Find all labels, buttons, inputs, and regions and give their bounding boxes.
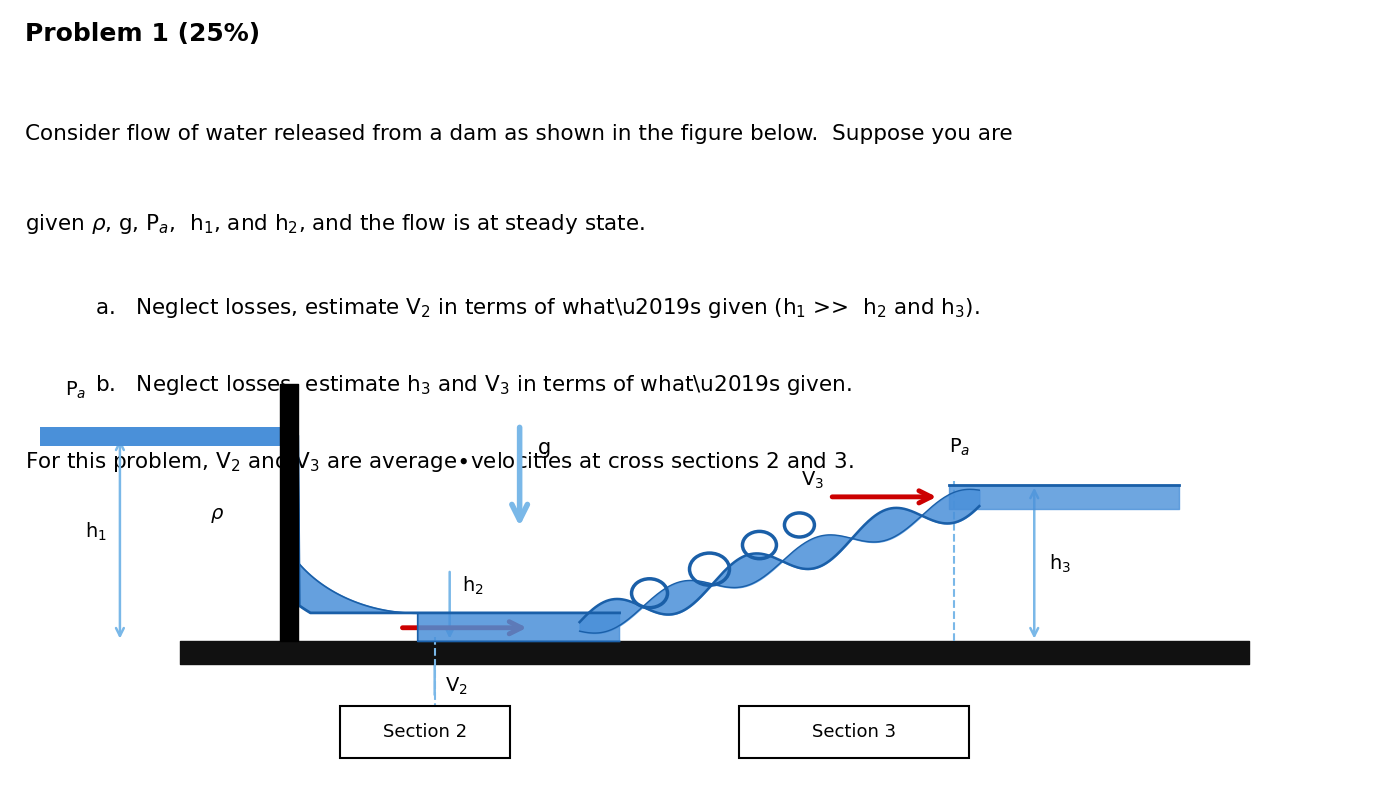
Bar bbox=[740, 706, 970, 758]
Text: a.   Neglect losses, estimate V$_2$ in terms of what\u2019s given (h$_1$ >>  h$_: a. Neglect losses, estimate V$_2$ in ter… bbox=[95, 295, 979, 319]
Text: h$_3$: h$_3$ bbox=[1049, 553, 1072, 574]
Text: For this problem, V$_2$ and V$_3$ are average$\bullet$velocities at cross sectio: For this problem, V$_2$ and V$_3$ are av… bbox=[25, 450, 853, 474]
Text: Section 3: Section 3 bbox=[813, 723, 897, 740]
Polygon shape bbox=[298, 437, 620, 642]
Text: P$_a$: P$_a$ bbox=[950, 435, 971, 457]
Text: Section 2: Section 2 bbox=[383, 723, 467, 740]
Text: V$_2$: V$_2$ bbox=[445, 675, 467, 696]
Text: h$_1$: h$_1$ bbox=[85, 520, 106, 542]
Text: b.   Neglect losses, estimate h$_3$ and V$_3$ in terms of what\u2019s given.: b. Neglect losses, estimate h$_3$ and V$… bbox=[95, 373, 852, 397]
Text: V$_3$: V$_3$ bbox=[802, 469, 824, 491]
Text: Problem 1 (25%): Problem 1 (25%) bbox=[25, 22, 260, 46]
Text: g: g bbox=[537, 437, 551, 457]
Text: $\rho$: $\rho$ bbox=[210, 506, 224, 525]
Bar bbox=[340, 706, 509, 758]
Text: P$_a$: P$_a$ bbox=[64, 379, 87, 401]
Text: given $\rho$, g, P$_a$,  h$_1$, and h$_2$, and the flow is at steady state.: given $\rho$, g, P$_a$, h$_1$, and h$_2$… bbox=[25, 212, 645, 236]
Text: h$_2$: h$_2$ bbox=[462, 574, 484, 597]
Text: Consider flow of water released from a dam as shown in the figure below.  Suppos: Consider flow of water released from a d… bbox=[25, 124, 1013, 144]
